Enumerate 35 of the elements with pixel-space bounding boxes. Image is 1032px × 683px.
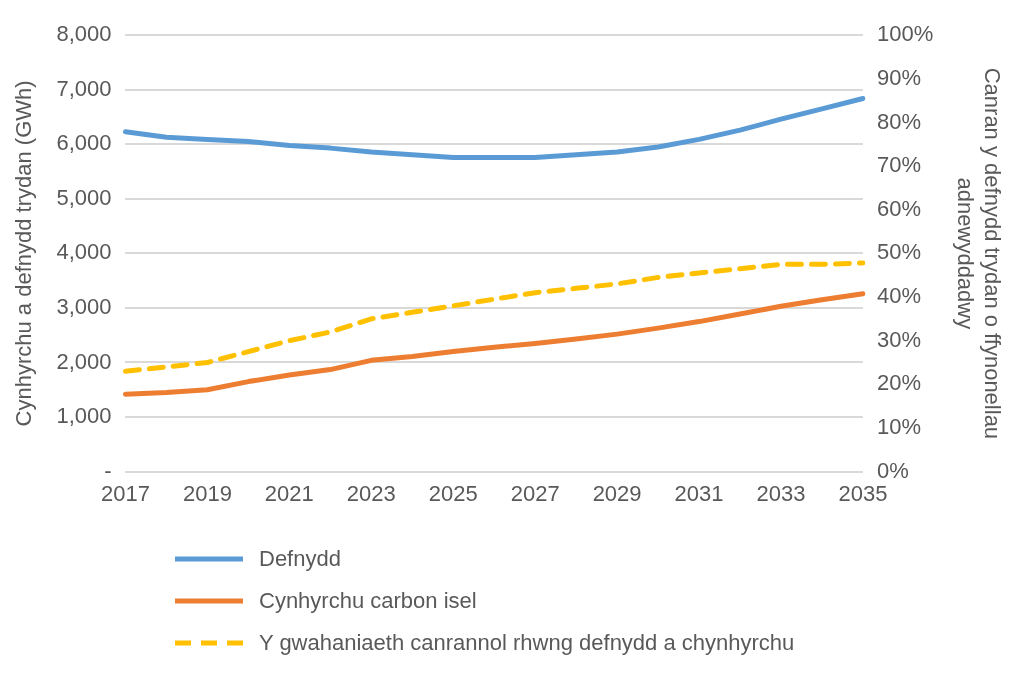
y-tick-label: -	[104, 457, 112, 483]
y-tick-label: 6,000	[56, 130, 112, 156]
y2-tick-label: 90%	[876, 64, 921, 90]
x-tick-label: 2017	[100, 480, 150, 506]
x-tick-label: 2021	[264, 480, 314, 506]
y-axis-title: Cynhyrchu a defnydd trydan (GWh)	[11, 80, 37, 427]
y2-tick-label: 80%	[876, 108, 921, 134]
x-tick-label: 2025	[428, 480, 478, 506]
y-tick-label: 8,000	[56, 21, 112, 47]
y-tick-label: 1,000	[56, 403, 112, 429]
y2-tick-label: 20%	[876, 370, 921, 396]
y2-tick-label: 0%	[876, 457, 909, 483]
y2-tick-label: 30%	[876, 326, 921, 352]
y2-tick-label: 70%	[876, 152, 921, 178]
x-tick-label: 2035	[838, 480, 888, 506]
y-tick-label: 4,000	[56, 239, 112, 265]
x-tick-label: 2023	[346, 480, 396, 506]
x-tick-label: 2029	[592, 480, 642, 506]
y2-tick-label: 40%	[876, 283, 921, 309]
y2-tick-label: 100%	[876, 21, 934, 47]
legend-label: Cynhyrchu carbon isel	[259, 588, 477, 614]
x-tick-label: 2031	[674, 480, 724, 506]
legend-label: Y gwahaniaeth canrannol rhwng defnydd a chynhyrchu	[259, 630, 795, 656]
y-tick-label: 5,000	[56, 184, 112, 210]
y2-tick-label: 10%	[876, 414, 921, 440]
y2-tick-label: 50%	[876, 239, 921, 265]
x-tick-label: 2019	[182, 480, 232, 506]
y2-axis-title: Canran y defnydd trydan o ffynonellau adnewyddadwy	[953, 67, 1005, 440]
x-tick-label: 2027	[510, 480, 560, 506]
legend-label: Defnydd	[259, 546, 341, 572]
y-tick-label: 7,000	[56, 75, 112, 101]
y2-tick-label: 60%	[876, 195, 921, 221]
y-tick-label: 2,000	[56, 348, 112, 374]
y-tick-label: 3,000	[56, 294, 112, 320]
x-tick-label: 2033	[756, 480, 806, 506]
